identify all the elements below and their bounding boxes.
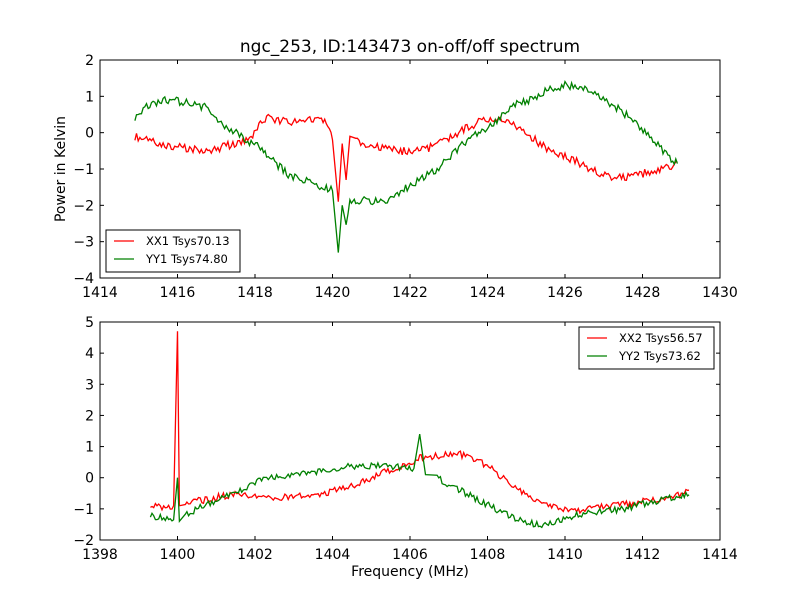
legend-label: YY2 Tsys73.62	[618, 349, 701, 363]
x-tick-label: 1414	[82, 285, 118, 301]
x-tick-label: 1424	[470, 285, 506, 301]
y-tick-label: −1	[73, 162, 94, 178]
legend-label: YY1 Tsys74.80	[145, 252, 228, 266]
x-tick-label: 1416	[160, 285, 196, 301]
bottom-axes: 1398 1400 1402 1404 1406 1408 1410 1412 1414−2−1…	[73, 315, 738, 563]
y-tick-label: −3	[73, 235, 94, 251]
series-line-yy2	[149, 433, 690, 529]
x-tick-label: 1418	[237, 285, 273, 301]
series-line-xx1	[134, 113, 678, 202]
y-tick-label: −2	[73, 198, 94, 214]
x-tick-label: 1426	[547, 285, 583, 301]
x-tick-label: 1428	[625, 285, 661, 301]
series-line-xx2	[150, 331, 690, 515]
y-tick-label: 0	[85, 126, 94, 142]
y-tick-label: 0	[85, 471, 94, 487]
legend-label: XX1 Tsys70.13	[146, 234, 230, 248]
y-tick-label: −2	[73, 533, 94, 549]
y-tick-label: 2	[85, 53, 94, 69]
y-tick-label: 4	[85, 346, 94, 362]
x-tick-label: 1420	[315, 285, 351, 301]
x-tick-label: 1406	[392, 547, 428, 563]
x-tick-label: 1412	[625, 547, 661, 563]
x-tick-label: 1398	[82, 547, 118, 563]
y-tick-label: −1	[73, 502, 94, 518]
legend: XX1 Tsys70.13 YY1 Tsys74.80	[105, 229, 241, 273]
chart-title: ngc_253, ID:143473 on-off/off spectrum	[240, 37, 580, 57]
y-tick-label: −4	[73, 271, 94, 287]
series-line-yy1	[134, 80, 679, 253]
x-tick-label: 1410	[547, 547, 583, 563]
y-tick-label: 5	[85, 315, 94, 331]
x-tick-label: 1430	[702, 285, 738, 301]
x-tick-label: 1404	[315, 547, 351, 563]
y-tick-label: 1	[85, 89, 94, 105]
x-tick-label: 1422	[392, 285, 428, 301]
x-tick-label: 1400	[160, 547, 196, 563]
y-axis-label: Power in Kelvin	[53, 116, 69, 222]
top-axes: 1414 1416 1418 1420 1422 1424 1426 1428 1430 −4 −3…	[73, 53, 737, 301]
legend: XX2 Tsys56.57 YY2 Tsys73.62	[578, 326, 715, 370]
y-tick-label: 2	[85, 408, 94, 424]
x-tick-label: 1408	[470, 547, 506, 563]
x-tick-label: 1414	[702, 547, 738, 563]
x-tick-label: 1402	[237, 547, 273, 563]
y-tick-label: 1	[85, 440, 94, 456]
y-tick-label: 3	[85, 377, 94, 393]
legend-label: XX2 Tsys56.57	[619, 331, 703, 345]
x-axis-label: Frequency (MHz)	[351, 564, 469, 580]
